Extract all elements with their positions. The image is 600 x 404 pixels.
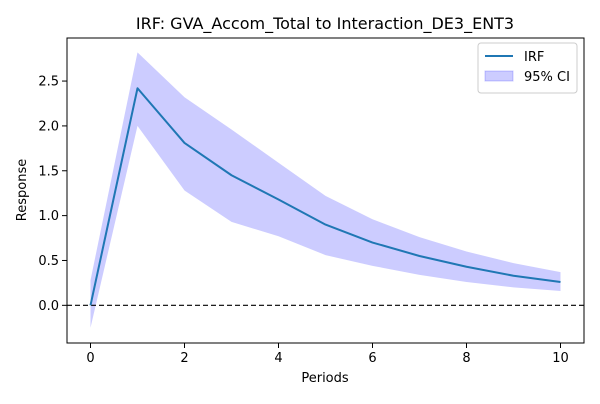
legend: IRF 95% CI [477, 42, 578, 94]
legend-ci-label: 95% CI [524, 70, 570, 85]
axes-frame [66, 37, 585, 344]
series-line-layer [89, 87, 561, 306]
x-tick-label: 10 [552, 351, 569, 366]
x-tick-label: 4 [274, 351, 282, 366]
y-tick-label: 2.5 [38, 75, 59, 90]
chart-title: IRF: GVA_Accom_Total to Interaction_DE3_… [136, 14, 514, 34]
y-tick-label: 1.0 [38, 209, 59, 224]
x-tick-label: 0 [86, 351, 94, 366]
y-tick-label: 2.0 [38, 119, 59, 134]
legend-irf-label: IRF [524, 50, 544, 65]
x-axis-label: Periods [301, 371, 349, 386]
y-axis-ticks: 0.0 0.5 1.0 1.5 2.0 2.5 [38, 75, 67, 314]
x-tick-label: 8 [462, 351, 470, 366]
series-line-irf [89, 87, 561, 306]
y-axis-label: Response [15, 159, 30, 221]
legend-ci-swatch [484, 70, 514, 82]
x-tick-label: 2 [180, 351, 188, 366]
y-tick-label: 0.5 [38, 254, 59, 269]
y-tick-label: 0.0 [38, 299, 59, 314]
confidence-band [90, 52, 561, 328]
confidence-band-layer [90, 52, 561, 328]
y-tick-label: 1.5 [38, 164, 59, 179]
x-tick-label: 6 [368, 351, 376, 366]
x-axis-ticks: 0 2 4 6 8 10 [86, 343, 569, 366]
